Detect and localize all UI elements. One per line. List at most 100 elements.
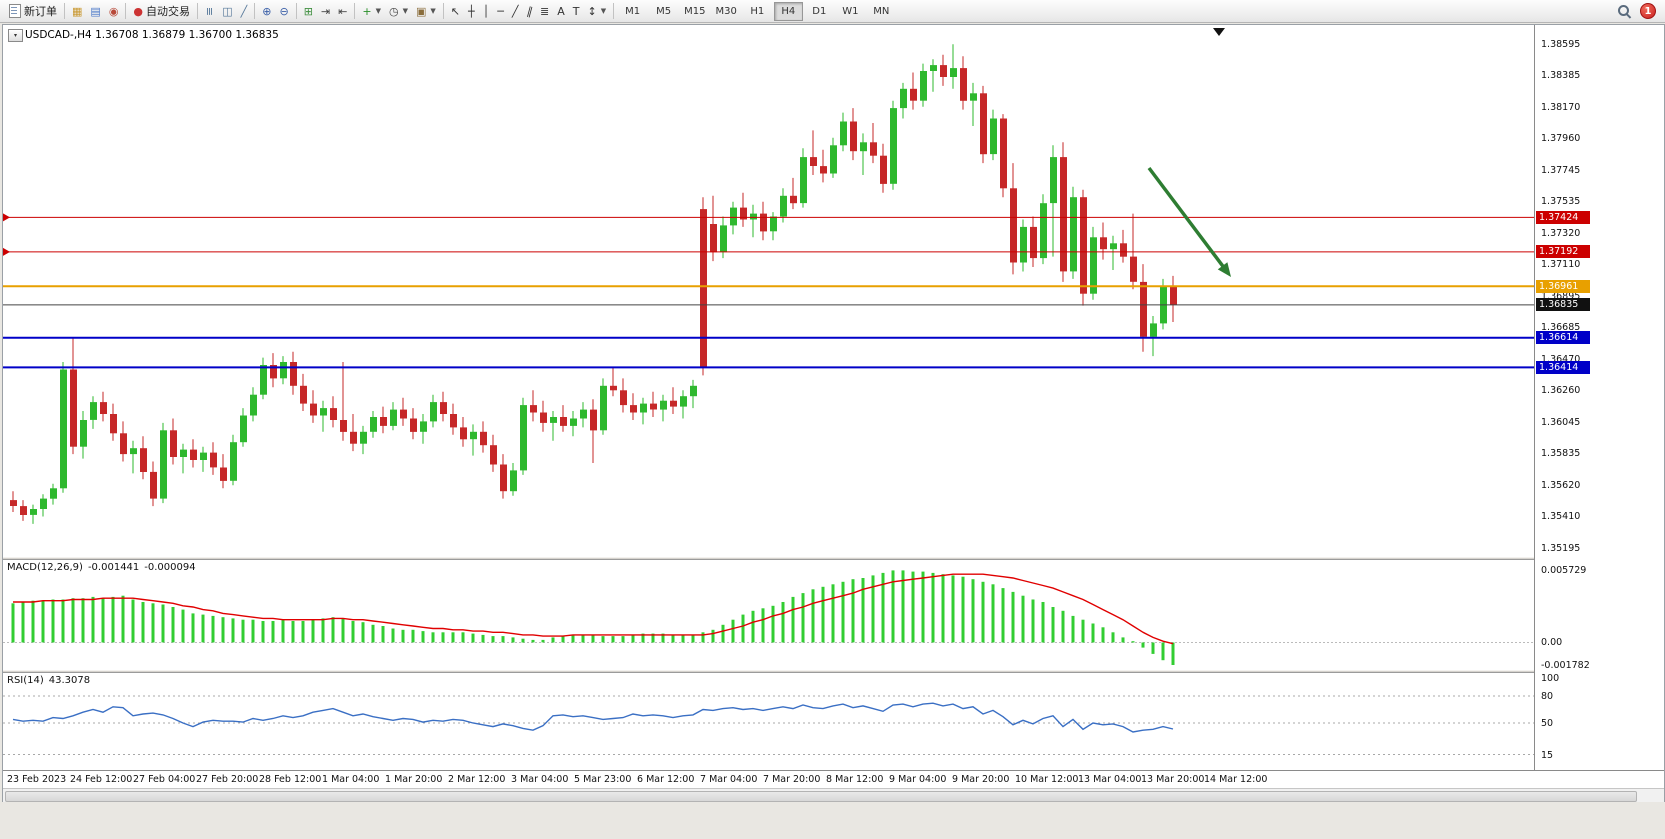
time-axis-label: 24 Feb 12:00 (70, 774, 133, 785)
cursor-button[interactable]: ↖ (447, 2, 464, 21)
indicators-icon: + (362, 4, 372, 18)
bar-chart-button[interactable]: ≡ (201, 2, 218, 21)
time-axis-label: 1 Mar 20:00 (385, 774, 443, 785)
autotrade-button[interactable]: ● 自动交易 (129, 2, 194, 21)
candle-body (1090, 237, 1097, 294)
arrows-button[interactable]: ↕ ▼ (583, 2, 610, 21)
channel-button[interactable]: ∥ (523, 2, 537, 21)
new-order-button[interactable]: 新订单 (5, 2, 61, 21)
chart-background (3, 25, 1534, 557)
time-axis-label: 7 Mar 04:00 (700, 774, 758, 785)
line-chart-button[interactable]: ╱ (237, 2, 252, 21)
macd-histogram-bar (61, 599, 65, 643)
macd-histogram-bar (151, 603, 155, 643)
candle-body (830, 145, 837, 174)
arrows-icon: ↕ (587, 4, 597, 18)
indicators-button[interactable]: + ▼ (358, 2, 385, 21)
candle-body (40, 498, 47, 509)
candle-body (680, 396, 687, 407)
macd-histogram-bar (551, 637, 555, 643)
macd-histogram-bar (181, 609, 185, 643)
candle-body (610, 385, 617, 391)
trendline-button[interactable]: ╱ (508, 2, 523, 21)
timeframe-button-m15[interactable]: M15 (684, 5, 706, 17)
pane-divider[interactable] (3, 670, 1664, 673)
macd-histogram-bar (961, 576, 965, 643)
macd-histogram-bar (631, 634, 635, 643)
pane-divider[interactable] (3, 557, 1664, 560)
candle-body (750, 213, 757, 220)
timeframe-button-m1[interactable]: M1 (625, 5, 641, 17)
crosshair-button[interactable]: ┼ (464, 2, 479, 21)
timeframe-button-w1[interactable]: W1 (842, 5, 859, 17)
timeframe-button-mn[interactable]: MN (873, 5, 890, 17)
macd-histogram-bar (861, 578, 865, 643)
timeframe-button-h4[interactable]: H4 (773, 1, 803, 21)
notification-badge[interactable]: 1 (1640, 3, 1656, 19)
rsi-axis-label: 100 (1541, 673, 1560, 684)
macd-histogram-bar (231, 618, 235, 643)
candle-body (860, 142, 867, 152)
price-axis[interactable]: 1.38595 1.38385 1.38170 1.37960 1.37745 1.375… (1534, 25, 1664, 770)
candle-body (70, 369, 77, 447)
scrollbar-thumb[interactable] (5, 791, 1637, 802)
time-axis-label: 8 Mar 12:00 (826, 774, 884, 785)
macd-histogram-bar (471, 633, 475, 643)
macd-histogram-bar (51, 599, 55, 643)
vertical-line-button[interactable]: │ (479, 2, 494, 21)
macd-histogram-bar (541, 639, 545, 643)
market-watch-button[interactable]: ▦ (68, 2, 86, 21)
label-button[interactable]: T (569, 2, 584, 21)
tile-windows-button[interactable]: ⊞ (300, 2, 317, 21)
chart-scrollbar (3, 788, 1664, 802)
timeframe-button-h1[interactable]: H1 (750, 5, 765, 17)
macd-histogram-bar (91, 596, 95, 643)
macd-histogram-bar (221, 617, 225, 643)
chart-canvas[interactable] (3, 25, 1534, 557)
candle-body (20, 506, 27, 515)
macd-histogram-bar (651, 633, 655, 643)
zoom-in-button[interactable]: ⊕ (258, 2, 275, 21)
navigator-button[interactable]: ◉ (105, 2, 123, 21)
rsi-pane[interactable] (3, 673, 1534, 770)
toolbar-separator (354, 3, 356, 19)
macd-histogram-bar (1071, 615, 1075, 643)
macd-histogram-bar (561, 636, 565, 643)
zoom-out-button[interactable]: ⊖ (276, 2, 293, 21)
macd-histogram-bar (261, 621, 265, 643)
chart-shift-button[interactable]: ⇤ (334, 2, 351, 21)
time-axis[interactable]: 23 Feb 2023 24 Feb 12:00 27 Feb 04:00 27 Fe… (3, 770, 1664, 788)
candle-body (600, 385, 607, 431)
candle-body (770, 216, 777, 232)
tile-windows-icon: ⊞ (303, 4, 313, 18)
macd-histogram-bar (191, 613, 195, 643)
search-icon[interactable] (1617, 4, 1632, 19)
periods-button[interactable]: ◷ ▼ (385, 2, 412, 21)
market-watch-icon: ▦ (72, 4, 83, 18)
candle-body (440, 402, 447, 414)
data-window-button[interactable]: ▤ (86, 2, 104, 21)
quick-trade-toggle-button[interactable]: ▾ (8, 29, 23, 42)
horizontal-line-button[interactable]: ─ (493, 2, 508, 21)
candlestick-chart-button[interactable]: ◫ (218, 2, 236, 21)
trend-arrow-head (1217, 262, 1231, 277)
toolbar-separator (254, 3, 256, 19)
text-button[interactable]: A (553, 2, 569, 21)
macd-histogram-bar (581, 634, 585, 643)
macd-histogram-bar (271, 621, 275, 643)
candle-body (930, 65, 937, 71)
candle-body (1040, 203, 1047, 259)
timeframe-button-m5[interactable]: M5 (656, 5, 672, 17)
timeframe-button-d1[interactable]: D1 (812, 5, 827, 17)
candle-body (300, 385, 307, 404)
timeframe-button-m30[interactable]: M30 (715, 5, 737, 17)
candle-body (500, 464, 507, 492)
macd-pane[interactable] (3, 560, 1534, 670)
fibonacci-button[interactable]: ≣ (536, 2, 553, 21)
horizontal-line-icon: ─ (497, 4, 504, 18)
chart-shift-icon: ⇤ (338, 4, 348, 18)
macd-histogram-bar (521, 638, 525, 643)
auto-scroll-button[interactable]: ⇥ (317, 2, 334, 21)
templates-button[interactable]: ▣ ▼ (412, 2, 440, 21)
